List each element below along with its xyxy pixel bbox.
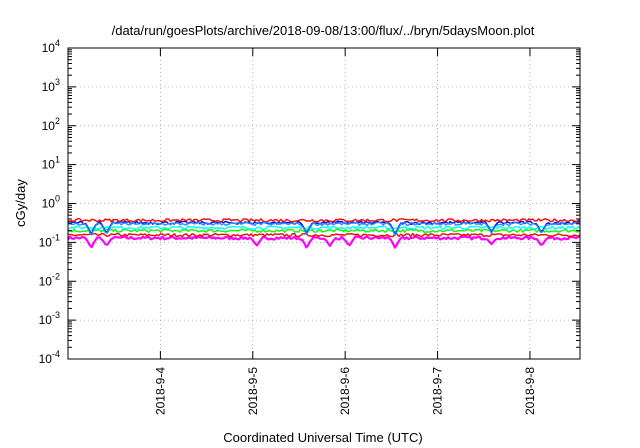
series-line [67,218,581,223]
x-tick-label: 2018-9-8 [523,367,537,415]
x-axis: 2018-9-4 2018-9-5 2018-9-6 2018-9-7 2018-9-8 [153,48,537,415]
series-group [67,218,581,249]
y-tick-label: 102 [42,116,60,133]
y-tick-label: 10-1 [39,232,60,249]
x-tick-label: 2018-9-7 [431,367,445,415]
y-tick-label: 103 [42,77,60,94]
series-line [68,221,581,237]
x-tick-label: 2018-9-6 [338,367,352,415]
x-tick-label: 2018-9-5 [246,367,260,415]
y-tick-label: 10-2 [39,271,60,288]
x-axis-label: Coordinated Universal Time (UTC) [223,430,422,445]
y-tick-label: 104 [42,38,60,55]
series-line [67,235,581,249]
y-tick-label: 10-3 [39,310,60,327]
chart-title: /data/run/goesPlots/archive/2018-09-08/1… [112,23,535,38]
series-line [67,228,581,234]
y-axis-label: cGy/day [13,179,28,227]
y-tick-label: 101 [42,155,60,172]
y-tick-label: 100 [42,194,60,211]
series-line [67,232,581,238]
y-axis: 10-4 10-3 10-2 10-1 100 101 102 103 104 [39,38,580,366]
y-tick-label: 10-4 [39,349,60,366]
x-tick-label: 2018-9-4 [153,367,167,415]
grid-lines [68,48,580,359]
